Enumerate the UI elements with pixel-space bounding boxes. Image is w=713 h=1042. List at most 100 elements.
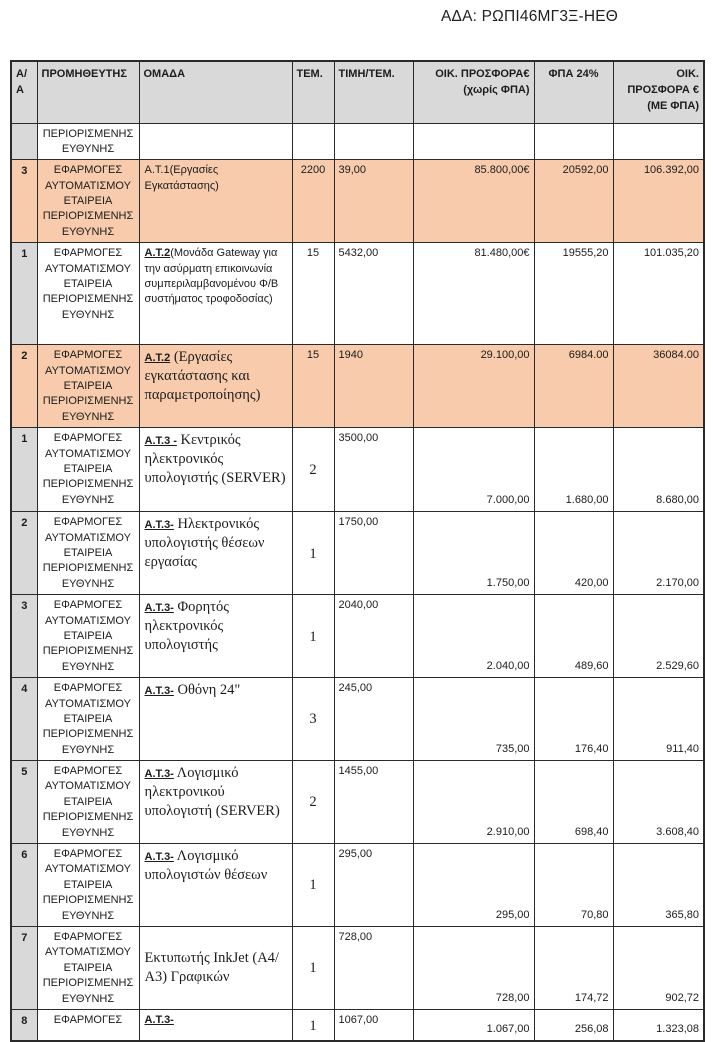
cell-offer-gross [612, 122, 705, 161]
cell-aa [10, 122, 38, 161]
cell-group: Α.Τ.3- Λογισμικό ηλεκτρονικού υπολογιστή… [138, 760, 293, 845]
cell-aa: 2 [10, 511, 38, 596]
cell-supplier: ΕΦΑΡΜΟΓΕΣ ΑΥΤΟΜΑΤΙΣΜΟΥ ΕΤΑΙΡΕΙΑ ΠΕΡΙΟΡΙΣ… [36, 511, 140, 596]
table-row: ΠΕΡΙΟΡΙΣΜΕΝΗΣ ΕΥΘΥΝΗΣ [10, 122, 705, 161]
group-desc: (Εργασίες εγκατάστασης και παραμετροποίη… [144, 349, 261, 404]
cell-group: Α.Τ.2(Μονάδα Gateway για την ασύρματη επ… [138, 242, 293, 346]
header-vat: ΦΠΑ 24% [533, 60, 614, 124]
cell-supplier: ΕΦΑΡΜΟΓΕΣ ΑΥΤΟΜΑΤΙΣΜΟΥ ΕΤΑΙΡΕΙΑ ΠΕΡΙΟΡΙΣ… [36, 843, 140, 927]
cell-vat: 420,00 [533, 511, 614, 596]
cell-supplier: ΠΕΡΙΟΡΙΣΜΕΝΗΣ ΕΥΘΥΝΗΣ [36, 122, 140, 161]
cell-vat: 6984.00 [533, 344, 614, 429]
table-row: 2 ΕΦΑΡΜΟΓΕΣ ΑΥΤΟΜΑΤΙΣΜΟΥ ΕΤΑΙΡΕΙΑ ΠΕΡΙΟΡ… [10, 511, 705, 596]
group-desc: Λογισμικό ηλεκτρονικού υπολογιστή (SERVE… [144, 765, 280, 820]
table-row: 1 ΕΦΑΡΜΟΓΕΣ ΑΥΤΟΜΑΤΙΣΜΟΥ ΕΤΑΙΡΕΙΑ ΠΕΡΙΟΡ… [10, 242, 705, 346]
cell-aa: 6 [10, 843, 38, 927]
group-desc: Λογισμικό υπολογιστών θέσεων [144, 848, 268, 884]
cell-offer-net: 1.067,00 [412, 1008, 535, 1042]
cell-aa: 3 [10, 159, 38, 244]
cell-vat: 489,60 [533, 594, 614, 679]
table-header-row: Α/Α ΠΡΟΜΗΘΕΥΤΗΣ ΟΜΑΔΑ ΤΕΜ. ΤΙΜΗ/ΤΕΜ. ΟΙΚ… [10, 60, 705, 124]
cell-supplier: ΕΦΑΡΜΟΓΕΣ ΑΥΤΟΜΑΤΙΣΜΟΥ ΕΤΑΙΡΕΙΑ ΠΕΡΙΟΡΙΣ… [36, 594, 140, 679]
cell-qty: 1 [291, 843, 335, 927]
header-qty: ΤΕΜ. [291, 60, 335, 124]
group-desc: Α.Τ.1(Εργασίες Εγκατάστασης) [144, 164, 219, 192]
cell-qty: 2 [291, 760, 335, 845]
cell-group: Α.Τ.3- Φορητός ηλεκτρονικός υπολογιστής [138, 594, 293, 679]
offers-table: Α/Α ΠΡΟΜΗΘΕΥΤΗΣ ΟΜΑΔΑ ΤΕΜ. ΤΙΜΗ/ΤΕΜ. ΟΙΚ… [10, 60, 705, 1042]
cell-qty: 1 [291, 594, 335, 679]
cell-qty: 1 [291, 1008, 335, 1042]
cell-vat: 176,40 [533, 677, 614, 762]
cell-unit-price [333, 122, 414, 161]
cell-offer-gross: 8.680,00 [612, 427, 705, 513]
table-row: 2 ΕΦΑΡΜΟΓΕΣ ΑΥΤΟΜΑΤΙΣΜΟΥ ΕΤΑΙΡΕΙΑ ΠΕΡΙΟΡ… [10, 344, 705, 429]
table-row: 3 ΕΦΑΡΜΟΓΕΣ ΑΥΤΟΜΑΤΙΣΜΟΥ ΕΤΑΙΡΕΙΑ ΠΕΡΙΟΡ… [10, 159, 705, 244]
group-desc: Εκτυπωτής InkJet (Α4/Α3) Γραφικών [144, 950, 279, 986]
table-row: 7 ΕΦΑΡΜΟΓΕΣ ΑΥΤΟΜΑΤΙΣΜΟΥ ΕΤΑΙΡΕΙΑ ΠΕΡΙΟΡ… [10, 926, 705, 1010]
cell-offer-gross: 902,72 [612, 926, 705, 1010]
header-offer-gross: ΟΙΚ. ΠΡΟΣΦΟΡΑ € (ΜΕ ΦΠΑ) [612, 60, 705, 124]
group-desc: Φορητός ηλεκτρονικός υπολογιστής [144, 599, 229, 654]
table-row: 6 ΕΦΑΡΜΟΓΕΣ ΑΥΤΟΜΑΤΙΣΜΟΥ ΕΤΑΙΡΕΙΑ ΠΕΡΙΟΡ… [10, 843, 705, 927]
group-desc: Ηλεκτρονικός υπολογιστής θέσεων εργασίας [144, 516, 265, 571]
cell-vat: 1.680,00 [533, 427, 614, 513]
cell-offer-net: 735,00 [412, 677, 535, 762]
cell-aa: 5 [10, 760, 38, 845]
cell-supplier: ΕΦΑΡΜΟΓΕΣ ΑΥΤΟΜΑΤΙΣΜΟΥ ΕΤΑΙΡΕΙΑ ΠΕΡΙΟΡΙΣ… [36, 159, 140, 244]
cell-aa: 1 [10, 242, 38, 346]
cell-supplier: ΕΦΑΡΜΟΓΕΣ [36, 1008, 140, 1042]
cell-vat: 174,72 [533, 926, 614, 1010]
cell-qty: 15 [291, 344, 335, 429]
cell-unit-price: 295,00 [333, 843, 414, 927]
cell-group: Εκτυπωτής InkJet (Α4/Α3) Γραφικών [138, 926, 293, 1010]
cell-offer-net: 728,00 [412, 926, 535, 1010]
group-code: Α.Τ.2 [144, 352, 171, 365]
cell-vat: 256,08 [533, 1008, 614, 1042]
cell-aa: 3 [10, 594, 38, 679]
group-code: Α.Τ.3- [144, 1013, 174, 1026]
cell-unit-price: 245,00 [333, 677, 414, 762]
cell-unit-price: 1455,00 [333, 760, 414, 845]
cell-supplier: ΕΦΑΡΜΟΓΕΣ ΑΥΤΟΜΑΤΙΣΜΟΥ ΕΤΑΙΡΕΙΑ ΠΕΡΙΟΡΙΣ… [36, 344, 140, 429]
cell-group: Α.Τ.3 - Κεντρικός ηλεκτρονικός υπολογιστ… [138, 427, 293, 513]
group-code: Α.Τ.3- [144, 685, 174, 698]
header-group: ΟΜΑΔΑ [138, 60, 293, 124]
cell-offer-net: 2.040,00 [412, 594, 535, 679]
cell-offer-net: 85.800,00€ [412, 159, 535, 244]
header-offer-net: ΟΙΚ. ΠΡΟΣΦΟΡΑ€(χωρίς ΦΠΑ) [412, 60, 535, 124]
cell-offer-net [412, 122, 535, 161]
cell-supplier: ΕΦΑΡΜΟΓΕΣ ΑΥΤΟΜΑΤΙΣΜΟΥ ΕΤΑΙΡΕΙΑ ΠΕΡΙΟΡΙΣ… [36, 677, 140, 762]
table-row: 5 ΕΦΑΡΜΟΓΕΣ ΑΥΤΟΜΑΤΙΣΜΟΥ ΕΤΑΙΡΕΙΑ ΠΕΡΙΟΡ… [10, 760, 705, 845]
cell-aa: 8 [10, 1008, 38, 1042]
cell-group: Α.Τ.2 (Εργασίες εγκατάστασης και παραμετ… [138, 344, 293, 429]
cell-offer-net: 29.100,00 [412, 344, 535, 429]
cell-group: Α.Τ.3- Ηλεκτρονικός υπολογιστής θέσεων ε… [138, 511, 293, 596]
cell-group [138, 122, 293, 161]
cell-offer-net: 81.480,00€ [412, 242, 535, 346]
cell-offer-gross: 3.608,40 [612, 760, 705, 845]
cell-unit-price: 728,00 [333, 926, 414, 1010]
cell-offer-gross: 911,40 [612, 677, 705, 762]
cell-offer-gross: 365,80 [612, 843, 705, 927]
cell-qty: 15 [291, 242, 335, 346]
cell-vat: 20592,00 [533, 159, 614, 244]
cell-supplier: ΕΦΑΡΜΟΓΕΣ ΑΥΤΟΜΑΤΙΣΜΟΥ ΕΤΑΙΡΕΙΑ ΠΕΡΙΟΡΙΣ… [36, 242, 140, 346]
cell-qty: 1 [291, 926, 335, 1010]
ada-code: ΑΔΑ: ΡΩΠΙ46ΜΓ3Ξ-ΗΕΘ [441, 8, 619, 25]
cell-aa: 7 [10, 926, 38, 1010]
header-supplier: ΠΡΟΜΗΘΕΥΤΗΣ [36, 60, 140, 124]
cell-qty: 3 [291, 677, 335, 762]
cell-unit-price: 1067,00 [333, 1008, 414, 1042]
cell-offer-gross: 2.170,00 [612, 511, 705, 596]
cell-aa: 2 [10, 344, 38, 429]
cell-offer-gross: 101.035,20 [612, 242, 705, 346]
cell-offer-gross: 36084.00 [612, 344, 705, 429]
cell-supplier: ΕΦΑΡΜΟΓΕΣ ΑΥΤΟΜΑΤΙΣΜΟΥ ΕΤΑΙΡΕΙΑ ΠΕΡΙΟΡΙΣ… [36, 926, 140, 1010]
cell-vat: 70,80 [533, 843, 614, 927]
cell-unit-price: 39,00 [333, 159, 414, 244]
cell-offer-gross: 106.392,00 [612, 159, 705, 244]
group-code: Α.Τ.3- [144, 519, 174, 532]
cell-vat [533, 122, 614, 161]
